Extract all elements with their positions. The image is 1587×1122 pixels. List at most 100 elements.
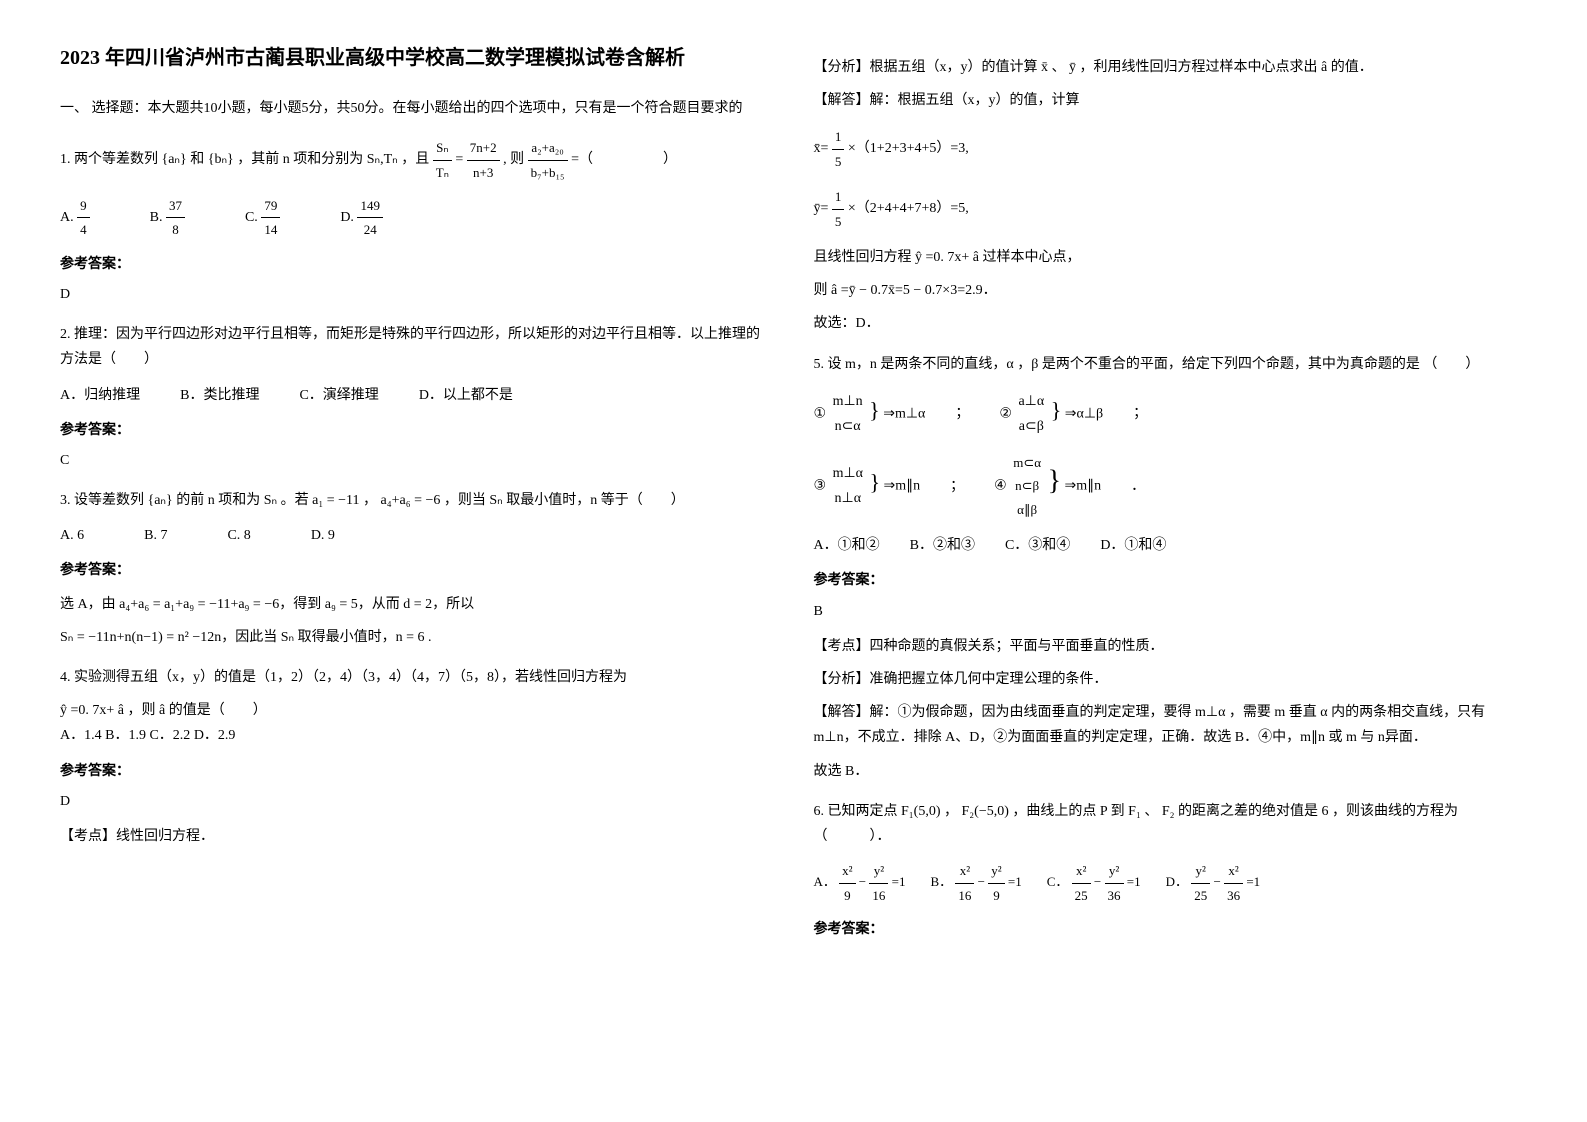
q6-opta-y2: y² [869,859,888,883]
q5-props-row1: ① m⊥n n⊂α } ⇒m⊥α ； ② a⊥α a⊂β } ⇒α⊥β ； [814,389,1528,439]
q5-option-c: C．③和④ [1005,533,1070,558]
q5-brace4: } [1048,465,1061,496]
q5-conclusion: 故选 B． [814,759,1528,784]
q4-comma: 、 [1052,60,1066,75]
q4-line3-y: ŷ [915,250,922,265]
q3-text-pre: 3. 设等差数列 [60,493,144,508]
q6-optc-f2: y²36 [1105,859,1124,907]
q2-text: 2. 推理：因为平行四边形对边平行且相等，而矩形是特殊的平行四边形，所以矩形的对… [60,322,774,372]
q3-text-mid3: ， [363,493,377,508]
q4-analysis-mid: ，利用线性回归方程过样本中心点求出 [1080,60,1318,75]
q2-options: A．归纳推理 B．类比推理 C．演绎推理 D．以上都不是 [60,383,774,408]
q1-opta-label: A. [60,210,74,225]
q4-xbar: x̄ [1041,60,1048,75]
q5-semi3: ； [950,474,964,499]
q6-optb-label: B． [930,874,952,889]
q3-text-mid1: 的前 n 项和为 [176,493,260,508]
q5-kaodian: 【考点】四种命题的真假关系；平面与平面垂直的性质． [814,634,1528,659]
q6-optc-y2: y² [1105,859,1124,883]
q4-line3-a: â [973,250,979,265]
q5-prop4-cond2: n⊂β [1010,474,1044,497]
q1-optc-frac: 7914 [261,194,280,242]
q1-text-mid3: 项和分别为 [293,152,363,167]
q5-prop3-cond1: m⊥α [830,461,866,486]
q1-options: A. 94 B. 378 C. 7914 D. 14924 [60,194,774,242]
q6-optd-36: 36 [1224,884,1243,907]
q5-brace2: } [1051,397,1062,422]
q4-ybar-calc: ȳ= 1 5 ×（2+4+4+7+8）=5, [814,185,1528,233]
q4-xbar-frac: 1 5 [832,125,845,173]
question-4: 4. 实验测得五组（x，y）的值是（1，2）（2，4）（3，4）（4，7）（5，… [60,665,774,849]
q4-answer-label: 参考答案： [60,759,774,784]
q2-answer-label: 参考答案： [60,418,774,443]
q4-ybar-frac: 1 5 [832,185,845,233]
q4-analysis: 【分析】根据五组（x，y）的值计算 x̄ 、 ȳ ，利用线性回归方程过样本中心点… [814,55,1528,80]
q4-line4-pre: 则 [814,283,828,298]
q5-options: A．①和② B．②和③ C．③和④ D．①和④ [814,533,1528,558]
q3-option-b: B. 7 [144,523,167,548]
q6-option-d: D． y²25 − x²36 =1 [1166,859,1261,907]
q6-opta-9: 9 [839,884,855,907]
q5-prop3-conds: m⊥α n⊥α [830,461,866,511]
q6-f2-2: F₂ [1162,804,1175,819]
q3-cond1: a₁ = −11 [312,493,359,508]
q5-solve: 【解答】解：①为假命题，因为由线面垂直的判定定理，要得 m⊥α ，需要 m 垂直… [814,700,1528,750]
q6-optb-16: 16 [955,884,974,907]
q4-conclusion: 故选：D． [814,311,1528,336]
q5-prop1: ① m⊥n n⊂α } ⇒m⊥α [814,389,926,439]
q4-eq-mid: =0. 7x+ [71,703,115,718]
question-6: 6. 已知两定点 F₁(5,0) ， F₂(−5,0) ，曲线上的点 P 到 F… [814,799,1528,942]
question-5: 5. 设 m，n 是两条不同的直线，α ，β 是两个不重合的平面，给定下列四个命… [814,352,1528,784]
q4-option-c: C．2.2 [149,728,190,743]
q1-text-mid4: ，且 [401,152,429,167]
question-4-continued: 【分析】根据五组（x，y）的值计算 x̄ 、 ȳ ，利用线性回归方程过样本中心点… [814,55,1528,337]
q1-answer-label: 参考答案： [60,252,774,277]
q5-props-row2: ③ m⊥α n⊥α } ⇒m∥n ； ④ m⊂α n⊂β α∥β } ⇒m∥n … [814,451,1528,521]
q1-answer: D [60,282,774,307]
q4-ahat3: â [1321,60,1327,75]
q2-answer: C [60,448,774,473]
q1-frac-rhs: 7n+2 n+3 [467,136,500,184]
q3-answer-line2: Sₙ = −11n+n(n−1) = n² −12n，因此当 Sₙ 取得最小值时… [60,625,774,650]
q1-seq-an: {aₙ} [162,152,187,167]
q5-prop2-cond2: a⊂β [1015,414,1047,439]
q5-prop2-cond1: a⊥α [1015,389,1047,414]
q1-optb-frac: 378 [166,194,185,242]
q6-text: 6. 已知两定点 F₁(5,0) ， F₂(−5,0) ，曲线上的点 P 到 F… [814,799,1528,849]
q6-opta-f1: x²9 [839,859,855,907]
q5-semi2: ； [1133,401,1147,426]
q1-target-den: b₇+b₁₅ [528,161,568,184]
q3-option-c: C. 8 [227,523,250,548]
q5-text: 5. 设 m，n 是两条不同的直线，α ，β 是两个不重合的平面，给定下列四个命… [814,352,1528,377]
q1-option-c: C. 7914 [245,194,280,242]
q5-fenxi: 【分析】准确把握立体几何中定理公理的条件． [814,667,1528,692]
q5-option-b: B．②和③ [910,533,975,558]
q1-text-mid5: 则 [510,152,524,167]
q2-option-c: C．演绎推理 [299,383,378,408]
q3-cond2: a₄+a₆ = −6 [380,493,440,508]
q5-prop4-cond1: m⊂α [1010,451,1044,474]
q4-xbar-post: ×（1+2+3+4+5）=3, [848,141,969,156]
q4-ahat2: â [159,703,165,718]
q3-text-end: 取最小值时，n 等于（ ） [506,493,685,508]
q1-option-b: B. 378 [150,194,185,242]
q3-option-d: D. 9 [311,523,335,548]
q4-line4: 则 â =ȳ − 0.7x̄=5 − 0.7×3=2.9． [814,278,1528,303]
q6-optb-eq1: =1 [1008,874,1022,889]
q6-option-a: A． x²9 − y²16 =1 [814,859,906,907]
q4-ybar-post: ×（2+4+4+7+8）=5, [848,201,969,216]
q4-line4-a: â [831,283,837,298]
q3-sn: Sₙ [264,493,277,508]
q5-prop2: ② a⊥α a⊂β } ⇒α⊥β [999,389,1103,439]
q1-text: 1. 两个等差数列 {aₙ} 和 {bₙ} ，其前 n 项和分别为 Sₙ,Tₙ … [60,136,774,184]
question-2: 2. 推理：因为平行四边形对边平行且相等，而矩形是特殊的平行四边形，所以矩形的对… [60,322,774,473]
q6-opta-x2: x² [839,859,855,883]
q6-optd-25: 25 [1191,884,1210,907]
q4-eq-end: 的值是（ ） [169,703,267,718]
q6-optb-f2: y²9 [988,859,1004,907]
q1-optd-label: D. [340,210,354,225]
q3-answer-label: 参考答案： [60,558,774,583]
q3-answer-line1: 选 A，由 a₄+a₆ = a₁+a₉ = −11+a₉ = −6，得到 a₉ … [60,592,774,617]
q3-text: 3. 设等差数列 {aₙ} 的前 n 项和为 Sₙ 。若 a₁ = −11 ， … [60,488,774,513]
q4-option-a: A．1.4 [60,728,102,743]
